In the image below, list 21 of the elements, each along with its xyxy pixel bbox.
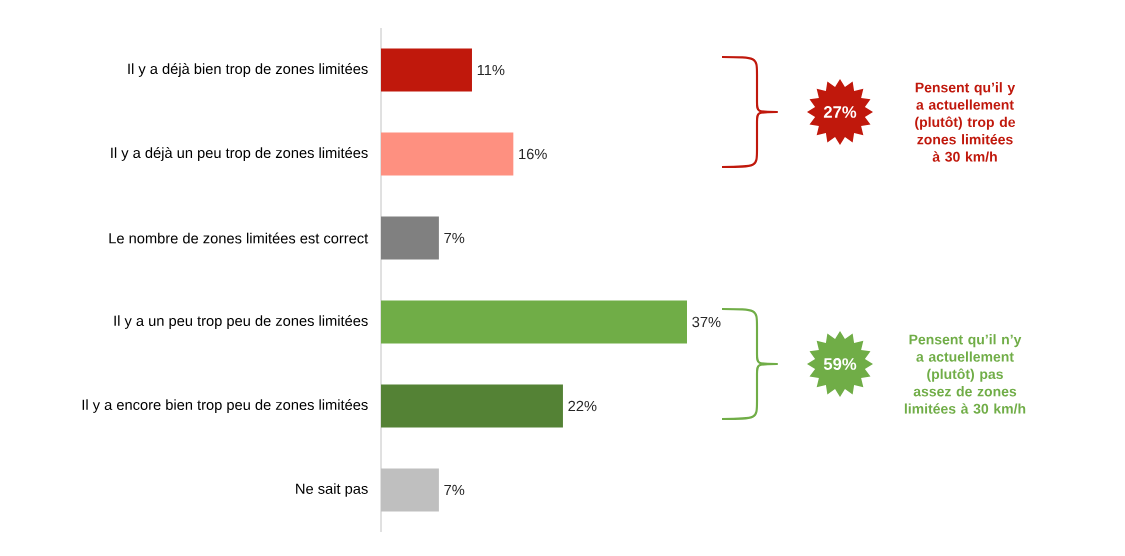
y-tick-label: Il y a un peu trop peu de zones limitées [114, 315, 368, 329]
text: 27% [823, 106, 857, 118]
data-label: 7% [444, 232, 465, 244]
y-tick-label: Le nombre de zones limitées est correct [109, 232, 369, 244]
data-label: 11% [477, 64, 505, 76]
bar [381, 48, 472, 92]
text: Pensent qu’il n’y a actuellement (plutôt) pas assez de zones limitées à 30 km/h [904, 334, 1026, 414]
text: 59% [823, 358, 857, 370]
bar [381, 132, 514, 176]
y-tick-label: Il y a encore bien trop peu de zones limitées [82, 399, 368, 413]
data-label: 37% [692, 316, 721, 328]
data-label: 22% [568, 400, 597, 412]
y-tick-label: Il y a déjà bien trop de zones limitées [128, 63, 368, 77]
y-tick-label: Ne sait pas [296, 483, 368, 497]
data-label: 16% [519, 148, 547, 160]
y-tick-label: Il y a déjà un peu trop de zones limitées [111, 147, 368, 161]
text: Pensent qu’il y a actuellement (plutôt) trop de zones limitées à 30 km/h [915, 82, 1016, 162]
bar [381, 300, 687, 344]
data-label: 7% [444, 484, 465, 496]
bar [381, 468, 439, 512]
bar [381, 384, 563, 428]
